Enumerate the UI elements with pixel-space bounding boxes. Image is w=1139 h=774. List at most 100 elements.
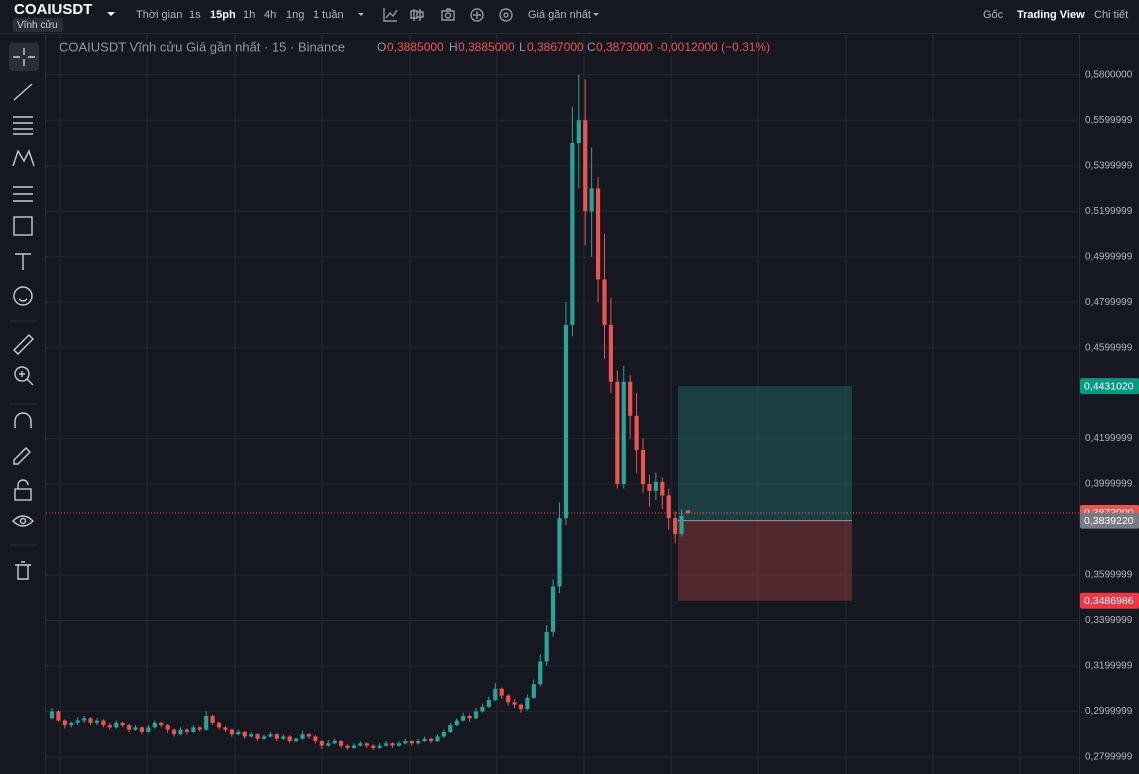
pattern-tool[interactable] [12,149,35,167]
candle-body [274,734,279,739]
legend-value: 0,3885000 [387,40,444,54]
y-tick-label: 0,2799999 [1085,752,1133,763]
emoji-tool[interactable] [13,286,33,306]
candle-body [371,745,376,748]
view-tab-active[interactable]: Trading View [1017,9,1085,21]
legend-key: C [587,40,596,54]
emoji-smile [18,298,28,302]
candle-body [428,738,434,742]
legend-change: -0,0012000 (−0.31%) [657,40,770,54]
candle-body [152,722,157,728]
candle-body [178,729,183,735]
candle-body [146,727,151,732]
interval-active[interactable]: 15ph [210,9,236,21]
contract: Vĩnh cửu [17,19,58,31]
interval-caret[interactable] [358,13,364,16]
interval[interactable]: 1 tuần [313,9,344,21]
candle-body [673,518,678,535]
candle-body [287,736,292,742]
candle-body [197,727,202,730]
ruler-tool[interactable] [13,334,34,355]
candle-body [653,481,658,491]
indicator-icon[interactable] [383,8,398,22]
candle-body [551,586,556,632]
candle-body [441,731,446,737]
candle-body [615,381,620,485]
camera-icon[interactable] [441,8,455,21]
y-tick-label: 0,3599999 [1085,570,1133,581]
candle-body [184,729,189,732]
legend-value: 0,3867000 [527,40,584,54]
interval[interactable]: 4h [264,9,276,21]
candle-body [223,727,228,730]
candle-body [358,743,363,746]
candle-body [127,725,132,730]
candle-body [621,381,626,485]
settings-icon[interactable] [499,8,513,22]
text-tool[interactable] [15,253,31,270]
candle-body [396,743,401,746]
candle-body [473,711,479,719]
y-tick-label: 0,3999999 [1085,479,1133,490]
settings-dot [503,12,509,18]
candle-body [261,736,267,739]
fib-tool[interactable] [13,116,33,135]
candle-body [165,725,170,730]
candle-body [660,481,665,496]
tool-active-bg [9,43,39,71]
view-tab[interactable]: Chi tiết [1094,9,1128,21]
view-tab[interactable]: Gốc [983,9,1004,21]
candle-body [640,449,646,485]
candle-body [679,515,684,535]
symbol[interactable]: COAIUSDT [14,1,92,18]
candle-body [422,738,427,742]
candle-body [332,741,337,744]
candle-body [242,731,247,737]
interval[interactable]: 1s [189,9,201,21]
candle-body [204,716,209,730]
candle-body [300,734,305,739]
candle-body [563,324,569,519]
candle-body [319,741,324,746]
legend: COAIUSDT Vĩnh cửu Giá gần nhất · 15 · Bi… [59,39,770,54]
interval[interactable]: 1ng [286,9,304,21]
visibility-tool[interactable] [12,515,34,527]
candle-body [518,704,524,710]
lock-draw-tool[interactable] [13,447,31,465]
candle-body [69,722,74,726]
candle-body [294,738,299,742]
vertical-grid [59,34,1021,774]
candle-body [602,279,607,325]
candle-body [229,729,234,735]
candle-body [409,741,414,744]
candle-body [107,725,112,728]
y-tick-label: 0,3199999 [1085,661,1133,672]
legend-value: 0,3873000 [596,40,653,54]
trendline-tool[interactable] [13,83,33,101]
chart-type-icon[interactable] [410,9,424,21]
candle-body [120,722,125,726]
zoom-tool[interactable] [14,366,30,382]
delete-tool[interactable] [15,561,31,580]
interval[interactable]: 1h [243,9,255,21]
crosshair-tool[interactable] [13,48,35,66]
candle-body [255,734,260,739]
eye-pupil [19,517,27,525]
candle-body [339,741,344,746]
candle-body [589,188,594,212]
candle-body [461,716,466,721]
price-type-caret[interactable] [593,13,599,16]
add-icon[interactable] [470,8,484,22]
legend-title: COAIUSDT Vĩnh cửu Giá gần nhất · 15 · Bi… [59,39,345,54]
y-tick-label: 0,4799999 [1085,297,1133,308]
magnet-tool[interactable] [14,412,32,428]
prediction-tool[interactable] [13,186,33,202]
price-type[interactable]: Giá gần nhất [528,9,591,21]
candle-body [493,688,498,701]
shape-tool[interactable] [13,216,33,236]
candle-body [506,695,511,703]
symbol-caret[interactable] [107,12,115,16]
candle-body [216,722,222,728]
candle-body [544,631,549,662]
lock-tool[interactable] [14,488,32,501]
